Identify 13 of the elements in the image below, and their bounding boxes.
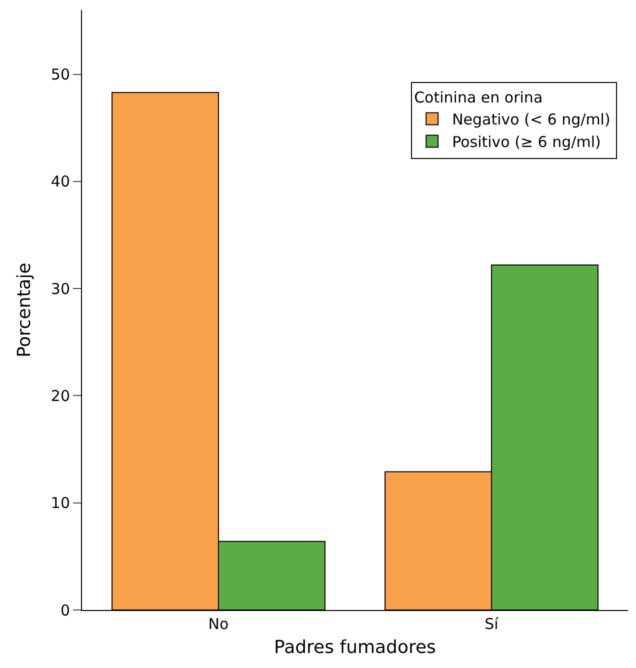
legend-label: Positivo (≥ 6 ng/ml) — [452, 133, 601, 152]
x-axis-title: Padres fumadores — [274, 637, 436, 658]
y-tick-label: 20 — [50, 386, 70, 405]
y-tick-label: 50 — [50, 66, 70, 84]
legend-title: Cotinina en orina — [414, 88, 543, 106]
y-tick-label: 30 — [50, 280, 70, 298]
y-axis-title: Porcentaje — [14, 262, 36, 358]
y-tick-label: 0 — [60, 601, 70, 620]
y-tick-label: 10 — [50, 494, 70, 512]
x-tick-label: No — [208, 615, 229, 633]
legend-label: Negativo (< 6 ng/ml) — [452, 110, 610, 129]
y-tick-label: 40 — [50, 172, 70, 191]
x-tick-label: Sí — [484, 615, 500, 633]
